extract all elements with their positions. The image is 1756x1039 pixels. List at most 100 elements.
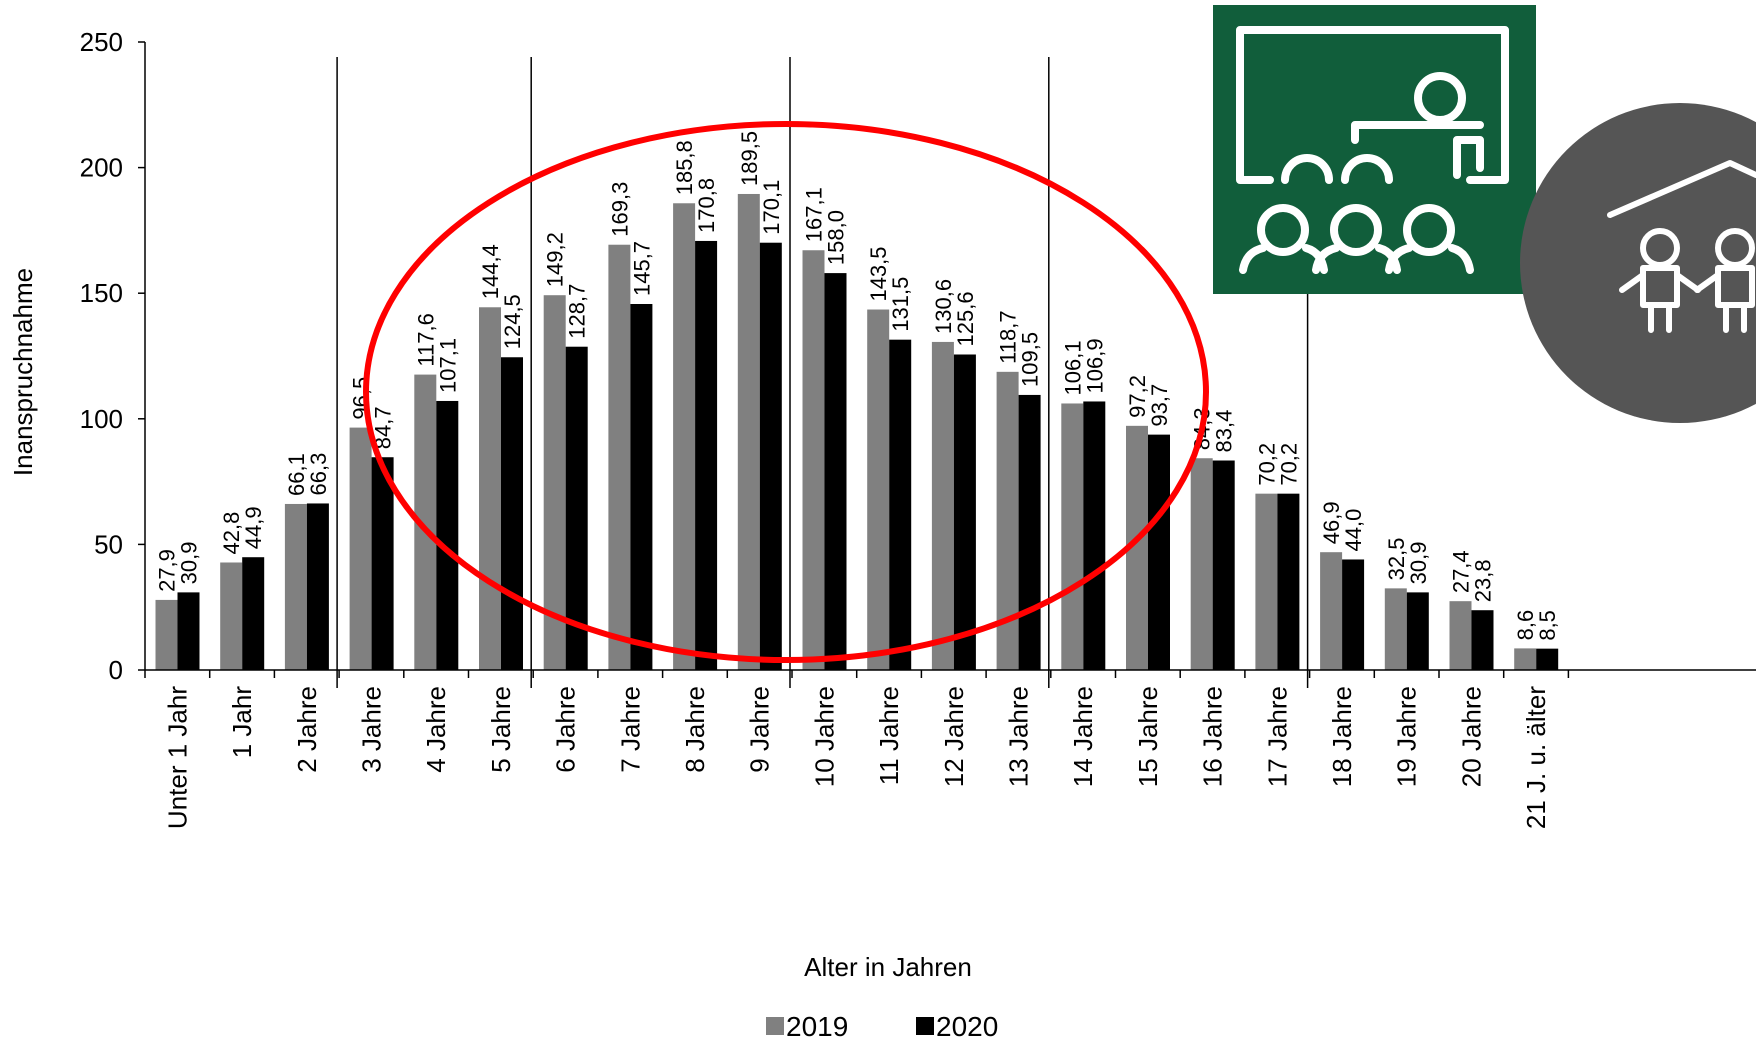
data-label-2019-12: 130,6 bbox=[931, 279, 956, 334]
data-label-2019-13: 118,7 bbox=[996, 310, 1021, 363]
x-tick-label: 4 Jahre bbox=[421, 686, 451, 773]
bar-2020-2 bbox=[306, 503, 329, 670]
x-tick-label: 2 Jahre bbox=[292, 686, 322, 773]
bar-2019-4 bbox=[414, 374, 437, 670]
x-tick-label: 6 Jahre bbox=[551, 686, 581, 773]
data-label-2020-1: 44,9 bbox=[241, 506, 266, 549]
bar-2019-8 bbox=[673, 203, 696, 671]
x-tick-label: 8 Jahre bbox=[680, 686, 710, 773]
data-label-2019-18: 46,9 bbox=[1319, 501, 1344, 544]
bar-2019-21 bbox=[1514, 648, 1537, 670]
y-tick-label: 250 bbox=[80, 27, 123, 57]
data-label-2019-5: 144,4 bbox=[478, 244, 503, 299]
data-label-2020-16: 83,4 bbox=[1212, 410, 1237, 453]
x-tick-label: 13 Jahre bbox=[1003, 686, 1033, 787]
data-label-2020-14: 106,9 bbox=[1082, 338, 1107, 393]
data-label-2019-2: 66,1 bbox=[284, 453, 309, 496]
bar-2020-21 bbox=[1536, 648, 1559, 670]
bar-2020-13 bbox=[1018, 394, 1041, 670]
bar-2020-15 bbox=[1148, 434, 1170, 670]
house-children-icon bbox=[1520, 103, 1756, 423]
bar-2019-11 bbox=[867, 309, 890, 670]
bar-2019-9 bbox=[737, 193, 760, 670]
x-tick-label: 3 Jahre bbox=[356, 686, 386, 773]
bar-2019-6 bbox=[543, 295, 566, 670]
data-label-2019-6: 149,2 bbox=[543, 232, 568, 287]
bar-2019-7 bbox=[608, 244, 631, 671]
x-tick-labels: Unter 1 Jahr 1 Jahr 2 Jahre 3 Jahre 4 Jahre 5… bbox=[162, 686, 1551, 829]
y-tick-label: 100 bbox=[80, 404, 123, 434]
bar-2019-16 bbox=[1190, 458, 1213, 670]
data-label-2020-15: 93,7 bbox=[1147, 384, 1172, 427]
bar-2019-3 bbox=[349, 427, 372, 670]
x-tick-label: 14 Jahre bbox=[1068, 686, 1098, 787]
legend-swatch-2020 bbox=[916, 1017, 934, 1035]
x-tick-label: 7 Jahre bbox=[615, 686, 645, 773]
data-label-2020-18: 44,0 bbox=[1341, 509, 1366, 552]
x-axis-title: Alter in Jahren bbox=[804, 952, 972, 982]
x-tick-label: 9 Jahre bbox=[745, 686, 775, 773]
bar-2019-15 bbox=[1126, 425, 1148, 670]
data-label-2020-6: 128,7 bbox=[565, 284, 590, 339]
x-tick-label: 5 Jahre bbox=[486, 686, 516, 773]
data-label-2020-4: 107,1 bbox=[435, 338, 460, 393]
data-label-2020-12: 125,6 bbox=[953, 291, 978, 346]
bar-2020-8 bbox=[695, 240, 718, 671]
x-tick-label: 11 Jahre bbox=[874, 686, 904, 785]
data-label-2019-7: 169,3 bbox=[607, 182, 632, 237]
legend-label-2020: 2020 bbox=[936, 1011, 998, 1039]
bar-2020-0 bbox=[177, 592, 200, 670]
data-label-2019-8: 185,8 bbox=[672, 140, 697, 195]
legend: 2019 2020 bbox=[766, 1011, 998, 1039]
bar-2020-7 bbox=[630, 304, 653, 670]
data-label-2020-17: 70,2 bbox=[1276, 443, 1301, 486]
bar-2019-12 bbox=[931, 341, 954, 670]
data-label-2020-5: 124,5 bbox=[500, 294, 525, 349]
classroom-teacher-icon bbox=[1213, 5, 1536, 294]
data-label-2019-19: 32,5 bbox=[1384, 538, 1409, 581]
bar-2020-3 bbox=[371, 457, 394, 670]
x-tick-label: 1 Jahr bbox=[227, 686, 257, 759]
data-label-2019-9: 189,5 bbox=[737, 131, 762, 186]
bar-2019-18 bbox=[1320, 552, 1343, 670]
data-label-2020-2: 66,3 bbox=[306, 453, 331, 496]
bar-2020-19 bbox=[1406, 592, 1429, 670]
legend-swatch-2019 bbox=[766, 1017, 784, 1035]
data-label-2020-13: 109,5 bbox=[1018, 332, 1043, 387]
data-label-2020-19: 30,9 bbox=[1406, 542, 1431, 585]
bar-2020-11 bbox=[889, 339, 912, 670]
data-label-2020-10: 158,0 bbox=[824, 210, 849, 265]
bar-2019-13 bbox=[996, 371, 1019, 670]
bar-2020-12 bbox=[953, 354, 976, 670]
data-label-2020-11: 131,5 bbox=[888, 277, 913, 332]
axes: 0 50 100 150 200 250 bbox=[80, 27, 1756, 685]
data-label-2019-10: 167,1 bbox=[802, 187, 827, 242]
data-label-2020-7: 145,7 bbox=[629, 241, 654, 296]
data-label-2020-8: 170,8 bbox=[694, 178, 719, 233]
bar-2020-14 bbox=[1083, 401, 1106, 670]
data-labels: 27,930,942,844,966,166,396,584,7117,6107… bbox=[155, 131, 1561, 641]
x-tick-label: 19 Jahre bbox=[1392, 686, 1422, 787]
bar-2020-1 bbox=[242, 557, 265, 670]
y-tick-label: 0 bbox=[109, 655, 123, 685]
x-tick-label: 16 Jahre bbox=[1198, 686, 1228, 787]
data-label-2019-20: 27,4 bbox=[1449, 550, 1474, 593]
bar-2019-19 bbox=[1384, 588, 1407, 670]
data-label-2019-21: 8,6 bbox=[1513, 610, 1538, 641]
bar-2019-1 bbox=[220, 562, 243, 670]
data-label-2019-15: 97,2 bbox=[1125, 375, 1150, 418]
data-label-2019-4: 117,6 bbox=[413, 313, 438, 366]
data-label-2020-9: 170,1 bbox=[759, 180, 784, 235]
y-tick-label: 50 bbox=[94, 529, 123, 559]
bar-2019-2 bbox=[284, 503, 307, 670]
bar-2019-0 bbox=[155, 599, 178, 670]
data-label-2019-14: 106,1 bbox=[1060, 340, 1085, 395]
y-axis-title: Inanspruchnahme bbox=[8, 268, 38, 476]
bar-2020-17 bbox=[1277, 493, 1300, 670]
y-tick-label: 200 bbox=[80, 153, 123, 183]
x-tick-label: 12 Jahre bbox=[939, 686, 969, 787]
bar-2020-5 bbox=[501, 357, 523, 670]
x-tick-label: Unter 1 Jahr bbox=[162, 686, 192, 829]
y-tick-label: 150 bbox=[80, 278, 123, 308]
